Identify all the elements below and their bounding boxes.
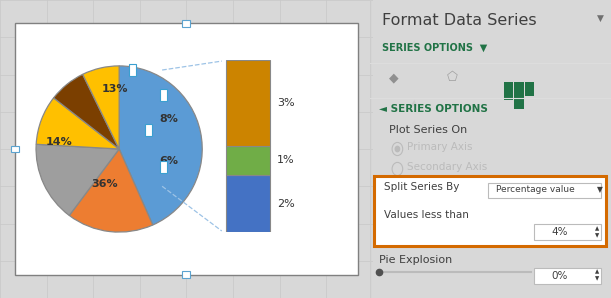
Bar [182, 20, 191, 27]
Text: Percentage value: Percentage value [496, 185, 575, 194]
FancyBboxPatch shape [534, 268, 601, 284]
Bar [226, 175, 270, 232]
Text: Split Series By: Split Series By [384, 182, 459, 192]
Text: Pie Explosion: Pie Explosion [379, 255, 453, 265]
Text: ◄ SERIES OPTIONS: ◄ SERIES OPTIONS [379, 104, 488, 114]
Text: Primary Axis: Primary Axis [407, 142, 472, 152]
Bar [226, 60, 270, 146]
Bar [145, 124, 152, 136]
FancyBboxPatch shape [488, 183, 601, 198]
Text: ◆: ◆ [389, 71, 398, 84]
Text: ▼: ▼ [596, 185, 602, 194]
FancyBboxPatch shape [534, 224, 601, 240]
Text: Values less than: Values less than [384, 210, 469, 220]
Text: ▼: ▼ [597, 13, 604, 22]
Wedge shape [69, 149, 153, 232]
Text: ▲: ▲ [595, 269, 599, 274]
Bar [514, 82, 524, 109]
Bar [182, 271, 191, 278]
Bar [11, 146, 19, 152]
Bar [160, 89, 167, 101]
Circle shape [395, 146, 400, 152]
FancyBboxPatch shape [15, 23, 358, 275]
Text: ▼: ▼ [595, 234, 599, 238]
Text: Plot Series On: Plot Series On [389, 125, 467, 135]
Text: 2%: 2% [277, 199, 295, 209]
Text: Secondary Axis: Secondary Axis [407, 162, 488, 172]
Text: SERIES OPTIONS  ▼: SERIES OPTIONS ▼ [382, 43, 487, 53]
Text: 4%: 4% [552, 227, 568, 238]
Text: 14%: 14% [46, 137, 73, 147]
Bar [160, 161, 167, 173]
Text: 36%: 36% [91, 179, 117, 189]
Text: Format Data Series: Format Data Series [382, 13, 536, 28]
Bar [503, 82, 513, 100]
Text: 0%: 0% [552, 271, 568, 281]
Text: 8%: 8% [159, 114, 178, 124]
Wedge shape [82, 66, 119, 149]
Text: ▼: ▼ [595, 277, 599, 282]
Wedge shape [119, 66, 202, 225]
Text: 13%: 13% [102, 84, 128, 94]
Text: 3%: 3% [277, 98, 295, 108]
Bar [525, 82, 535, 96]
Text: ▲: ▲ [595, 226, 599, 231]
Text: ⬠: ⬠ [447, 71, 458, 84]
Text: 1%: 1% [277, 156, 295, 165]
Text: 6%: 6% [159, 156, 178, 166]
FancyBboxPatch shape [375, 176, 606, 246]
Wedge shape [36, 98, 119, 149]
Wedge shape [54, 74, 119, 149]
Text: ▲: ▲ [411, 98, 417, 107]
Bar [226, 146, 270, 175]
Bar [129, 64, 136, 76]
Wedge shape [36, 144, 119, 215]
